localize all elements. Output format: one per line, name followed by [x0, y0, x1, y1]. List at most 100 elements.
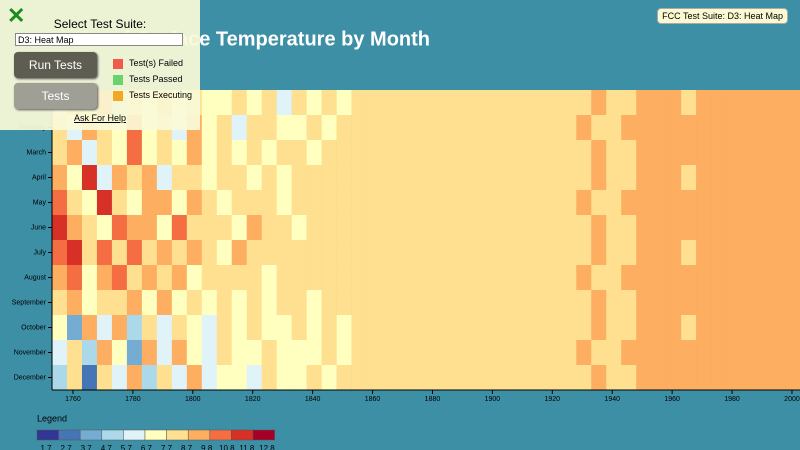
cell: [456, 290, 472, 316]
cell: [771, 90, 787, 116]
cell: [366, 90, 382, 116]
cell: [606, 140, 622, 166]
cell: [516, 240, 532, 266]
cell: [52, 365, 68, 391]
cell: [126, 315, 143, 341]
cell: [711, 340, 727, 366]
legend-swatch: [101, 429, 124, 441]
cell: [621, 90, 637, 116]
cell: [351, 190, 367, 216]
cell: [561, 315, 577, 341]
cell: [531, 265, 547, 291]
cell: [426, 290, 442, 316]
cell: [126, 165, 143, 191]
cell: [441, 265, 457, 291]
y-tick-label: April: [32, 174, 46, 181]
cell: [201, 315, 218, 341]
cell: [291, 115, 307, 141]
cell: [351, 215, 367, 241]
cell: [516, 315, 532, 341]
cell: [471, 90, 487, 116]
cell: [441, 165, 457, 191]
cell: [171, 315, 188, 341]
cell: [756, 265, 772, 291]
cell: [261, 190, 277, 216]
run-tests-button[interactable]: Run Tests: [14, 52, 97, 78]
cell: [666, 165, 682, 191]
cell: [486, 315, 502, 341]
cell: [52, 340, 68, 366]
cell: [306, 240, 322, 266]
cell: [381, 90, 397, 116]
cell: [666, 90, 682, 116]
cell: [771, 140, 787, 166]
cell: [756, 365, 772, 391]
cell: [486, 265, 502, 291]
cell: [591, 240, 607, 266]
cell: [216, 365, 233, 391]
cell: [785, 140, 800, 166]
cell: [261, 240, 277, 266]
cell: [501, 265, 517, 291]
cell: [696, 365, 712, 391]
cell: [576, 240, 592, 266]
cell: [636, 190, 652, 216]
cell: [606, 90, 622, 116]
cell: [261, 115, 277, 141]
legend-swatch: [144, 429, 167, 441]
cell: [201, 165, 218, 191]
cell: [681, 265, 697, 291]
cell: [81, 140, 98, 166]
cell: [261, 365, 277, 391]
cell: [96, 315, 113, 341]
cell: [756, 140, 772, 166]
cell: [216, 290, 233, 316]
cell: [261, 265, 277, 291]
cell: [756, 165, 772, 191]
legend-swatch: [58, 429, 81, 441]
cell: [486, 290, 502, 316]
help-link[interactable]: Ask For Help: [73, 113, 126, 123]
close-button[interactable]: ✕: [7, 3, 26, 28]
cell: [321, 240, 337, 266]
cell: [306, 90, 322, 116]
tests-button[interactable]: Tests: [14, 83, 97, 109]
cell: [711, 90, 727, 116]
cell: [141, 190, 158, 216]
cell: [576, 140, 592, 166]
cell: [66, 265, 83, 291]
cell: [411, 190, 427, 216]
cell: [501, 90, 517, 116]
cell: [636, 140, 652, 166]
cell: [621, 265, 637, 291]
cell: [366, 115, 382, 141]
cell: [681, 190, 697, 216]
cell: [111, 165, 128, 191]
cell: [666, 265, 682, 291]
cell: [351, 140, 367, 166]
cell: [216, 265, 233, 291]
cell: [426, 140, 442, 166]
cell: [186, 140, 203, 166]
cell: [201, 215, 218, 241]
x-tick-label: 2000: [784, 396, 800, 403]
cell: [726, 315, 742, 341]
cell: [291, 90, 307, 116]
cell: [636, 115, 652, 141]
cell: [186, 340, 203, 366]
y-tick-label: August: [24, 274, 46, 281]
cell: [456, 365, 472, 391]
cell: [471, 165, 487, 191]
cell: [156, 315, 173, 341]
cell: [351, 90, 367, 116]
cell: [516, 90, 532, 116]
cell: [111, 140, 128, 166]
cell: [141, 240, 158, 266]
suite-select[interactable]: D3: Heat Map: [15, 33, 183, 46]
cell: [141, 265, 158, 291]
cell: [501, 165, 517, 191]
cell: [516, 365, 532, 391]
cell: [711, 265, 727, 291]
cell: [261, 290, 277, 316]
